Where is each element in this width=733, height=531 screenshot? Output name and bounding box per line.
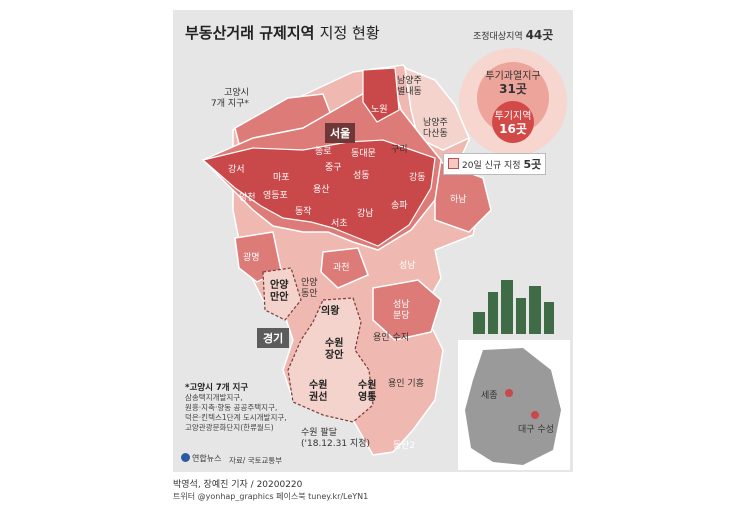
social-line: 트위터 @yonhap_graphics 페이스북 tuney.kr/LeYN1 <box>173 492 369 501</box>
anyang-manan-shape <box>262 267 302 321</box>
yongin-suji-label: 용인 수지 <box>373 333 409 343</box>
gyeonggi-label: 경기 <box>257 328 290 348</box>
seoul-speculation-area <box>201 139 436 247</box>
source-text: 자료/ 국토교통부 <box>229 456 283 465</box>
district-label: 영등포 <box>263 191 288 201</box>
district-label: 서초 <box>331 219 348 229</box>
anyang-dongan-label: 안양 동안 <box>301 278 318 299</box>
district-label: 강서 <box>228 165 245 175</box>
gwacheon-label: 과천 <box>333 263 350 273</box>
credit-line: 박영석, 장예진 기자 / 20200220 <box>173 480 303 490</box>
logo-icon <box>181 453 190 462</box>
guri-label: 구리 <box>391 145 408 155</box>
seongnam-bundang-shape <box>372 279 442 341</box>
district-label: 양천 <box>239 193 256 203</box>
gwangmyeong-label: 광명 <box>243 253 260 263</box>
legend-new-designation: 20일 신규 지정 5곳 <box>443 153 547 175</box>
seoul-label: 서울 <box>325 123 356 143</box>
district-label: 종로 <box>315 147 332 157</box>
suwon-jangan-label: 수원 장안 <box>325 338 344 361</box>
uiwang-label: 의왕 <box>321 306 340 317</box>
district-label: 강동 <box>409 173 426 183</box>
yonhap-logo: 연합뉴스 <box>181 453 221 464</box>
map-title: 부동산거래 규제지역 지정 현황 <box>185 24 380 42</box>
nowon-shape <box>362 67 400 123</box>
korea-inset-shape <box>465 348 561 465</box>
region-map <box>201 48 570 470</box>
namyangju-dasan-label: 남양주 다산동 <box>423 118 448 139</box>
hanam-shape <box>434 158 492 233</box>
infographic-panel: 부동산거래 규제지역 지정 현황 조정대상지역 44곳 투기과열지구 31곳 투기… <box>173 10 573 472</box>
district-label: 성동 <box>353 171 370 181</box>
apartment-icon <box>473 280 554 334</box>
new-swatch <box>448 158 459 169</box>
goyang-label: 고양시 7개 지구* <box>211 88 249 109</box>
suwon-uiwang-shape <box>287 297 374 423</box>
district-label: 동작 <box>295 207 312 217</box>
sejong-marker <box>505 389 513 397</box>
suwon-yeongtong-label: 수원 영통 <box>358 380 377 403</box>
legend-total: 조정대상지역 44곳 <box>473 28 554 42</box>
namyangju-shape <box>404 66 470 151</box>
daegu-marker <box>531 411 539 419</box>
goyang-footnote: *고양시 7개 지구 삼송택지개발지구, 원흥·지축·향동 공공주택지구, 덕은… <box>185 383 287 432</box>
namyangju-byeollae-label: 남양주 별내동 <box>397 76 422 97</box>
suwon-gwonseon-label: 수원 권선 <box>309 380 328 403</box>
district-label: 강남 <box>357 209 374 219</box>
district-label: 용산 <box>313 185 330 195</box>
hanam-label: 하남 <box>450 195 467 205</box>
dongtan2-label: 동탄2 <box>393 441 416 451</box>
district-label: 중구 <box>325 163 342 173</box>
district-label: 송파 <box>391 201 408 211</box>
district-label: 동대문 <box>351 149 376 159</box>
anyang-manan-label: 안양 만안 <box>270 280 289 303</box>
legend-circle-speculation <box>492 101 534 143</box>
seongnam-bundang-label: 성남 분당 <box>393 300 410 321</box>
seongnam-label: 성남 <box>399 261 416 271</box>
legend-overheat: 투기과열지구 31곳 <box>485 71 541 96</box>
district-label: 마포 <box>273 173 290 183</box>
yongin-giheung-label: 용인 기흥 <box>388 379 424 389</box>
sejong-label: 세종 <box>481 391 498 401</box>
daegu-suseong-label: 대구 수성 <box>518 425 554 435</box>
suwon-paldal-label: 수원 팔달 ('18.12.31 지정) <box>301 428 370 449</box>
legend-speculation: 투기지역 16곳 <box>494 111 532 136</box>
gwacheon-shape <box>320 247 369 289</box>
district-label: 노원 <box>371 105 388 115</box>
